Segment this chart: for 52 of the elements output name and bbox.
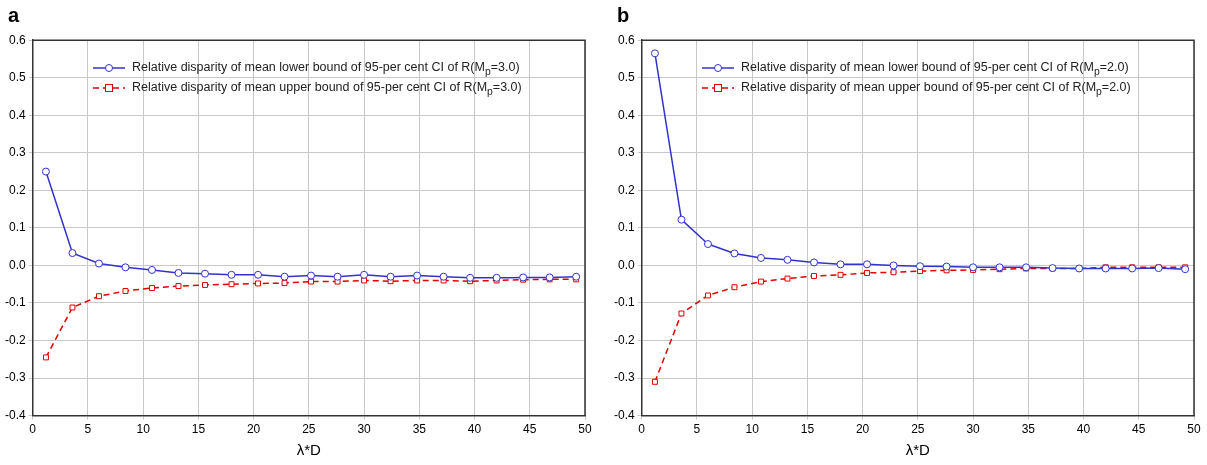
y-tick-label: -0.1 [4,295,26,310]
x-tick-label: 10 [136,422,151,437]
x-tick-label: 15 [191,422,206,437]
x-tick-label: 25 [911,422,925,437]
x-tick-label: 40 [467,422,482,437]
x-tick-label: 50 [578,422,592,437]
chart-title: b [616,3,631,28]
x-tick-label: 40 [1076,422,1091,437]
y-tick-label: 0.3 [8,145,26,160]
x-tick-label: 45 [523,422,537,437]
y-tick-label: 0.6 [8,32,26,47]
y-tick-label: -0.2 [4,332,26,347]
x-tick-label: 30 [966,422,981,437]
y-tick-label: 0.4 [8,107,26,122]
x-tick-label: 0 [638,422,646,437]
x-tick-label: 5 [693,422,701,437]
y-tick-label: -0.1 [613,295,635,310]
x-tick-label: 20 [246,422,261,437]
y-tick-label: 0.5 [617,70,635,85]
legend-label: Relative disparity of mean lower bound of 95-per cent CI of R(M$_{p}$=3.0) [132,59,520,77]
x-tick-label: 15 [800,422,815,437]
x-tick-label: 50 [1187,422,1201,437]
x-tick-label: 30 [357,422,372,437]
legend-label: Relative disparity of mean upper bound of 95-per cent CI of R(M$_{p}$=3.0) [132,79,522,97]
x-tick-label: 35 [412,422,427,437]
x-tick-label: 5 [84,422,92,437]
y-tick-label: 0.5 [8,70,26,85]
y-tick-label: -0.3 [613,370,635,385]
y-tick-label: 0.2 [8,182,26,197]
y-tick-label: 0.1 [8,220,26,235]
y-tick-label: -0.4 [4,407,26,422]
y-tick-label: 0.6 [617,32,635,47]
y-tick-label: 0.1 [617,220,635,235]
x-tick-label: 0 [29,422,37,437]
y-tick-label: 0.2 [617,182,635,197]
x-tick-label: 35 [1021,422,1036,437]
y-tick-label: 0.4 [617,107,635,122]
x-tick-label: 20 [855,422,870,437]
y-tick-label: 0.0 [8,257,26,272]
y-tick-label: -0.3 [4,370,26,385]
chart-title: a [7,3,21,28]
x-tick-label: 25 [302,422,316,437]
y-tick-label: -0.4 [613,407,635,422]
y-tick-label: 0.0 [617,257,635,272]
y-tick-label: -0.2 [613,332,635,347]
legend-label: Relative disparity of mean lower bound of 95-per cent CI of R(M$_{p}$=2.0) [741,59,1129,77]
x-axis-title: λ*D [905,441,931,459]
x-tick-label: 10 [745,422,760,437]
y-tick-label: 0.3 [617,145,635,160]
x-tick-label: 45 [1132,422,1146,437]
legend-label: Relative disparity of mean upper bound of 95-per cent CI of R(M$_{p}$=2.0) [741,79,1131,97]
x-axis-title: λ*D [296,441,322,459]
